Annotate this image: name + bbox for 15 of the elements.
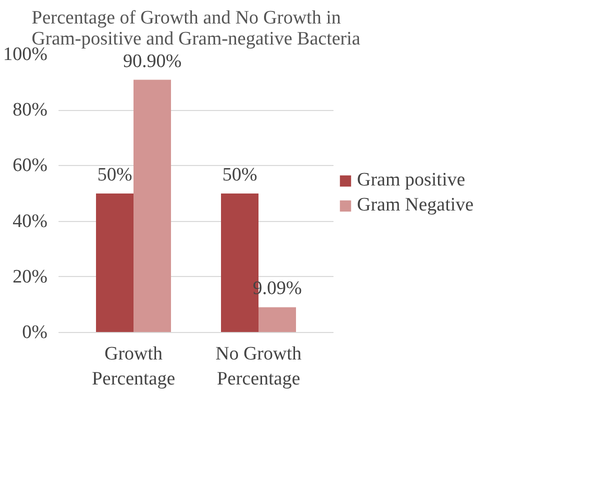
legend-label: Gram positive bbox=[357, 170, 466, 192]
bar bbox=[134, 80, 171, 332]
y-tick-label: 40% bbox=[12, 210, 48, 232]
y-tick-label: 20% bbox=[12, 266, 48, 288]
y-tick-label: 0% bbox=[22, 322, 48, 343]
data-label: 90.90% bbox=[122, 50, 182, 72]
y-tick-label: 80% bbox=[12, 100, 48, 121]
bar bbox=[258, 307, 296, 332]
legend-label: Gram Negative bbox=[357, 194, 474, 216]
bar bbox=[96, 194, 134, 332]
x-tick-label: Growth Percentage bbox=[92, 344, 176, 390]
data-label: 50% bbox=[97, 164, 132, 186]
y-tick-label: 60% bbox=[12, 155, 48, 176]
x-tick-label: No Growth Percentage bbox=[215, 344, 302, 390]
data-label: 50% bbox=[222, 164, 258, 186]
